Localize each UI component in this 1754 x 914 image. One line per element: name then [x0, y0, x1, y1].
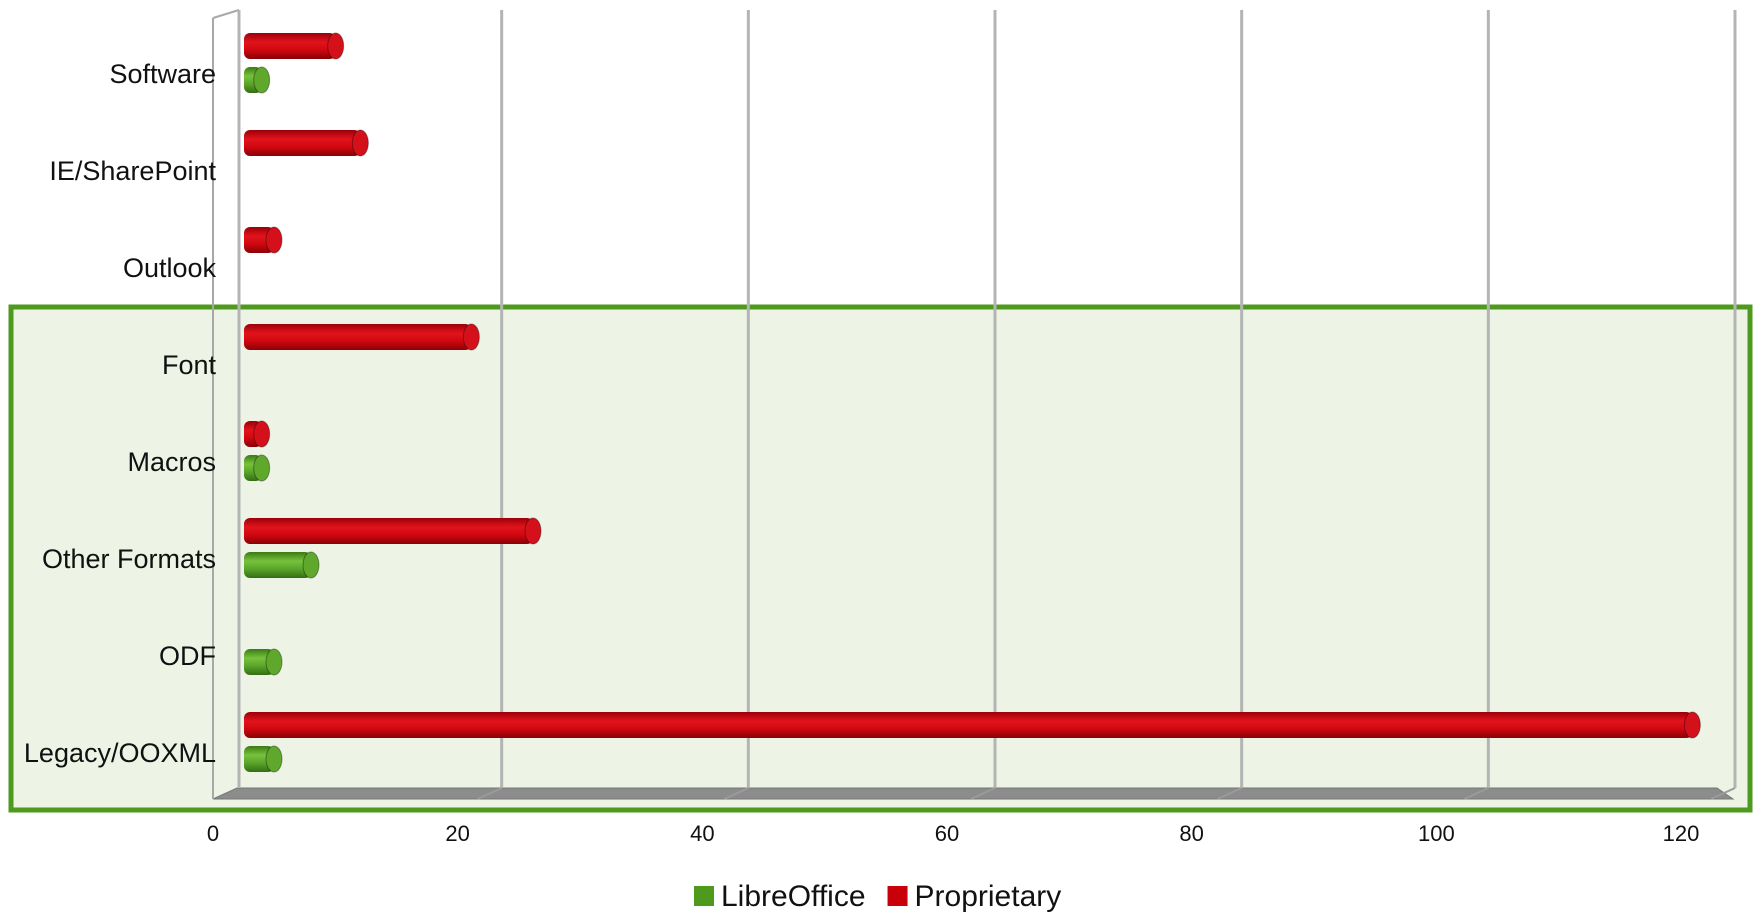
category-label: Other Formats: [42, 544, 216, 574]
bar-libreoffice-cap: [253, 454, 271, 482]
bar-libreoffice: [244, 746, 274, 772]
legend-swatch: [887, 886, 908, 906]
bar-proprietary-cap: [327, 32, 345, 60]
x-tick-label: 0: [207, 821, 219, 846]
bar-proprietary: [244, 712, 1693, 738]
bar-proprietary-cap: [462, 323, 480, 351]
bar-proprietary: [244, 324, 472, 350]
bar-proprietary-cap: [253, 420, 271, 448]
x-tick-label: 100: [1418, 821, 1455, 846]
bar-proprietary-cap: [351, 129, 369, 157]
x-tick-label: 80: [1179, 821, 1203, 846]
bar-libreoffice: [244, 649, 274, 675]
x-tick-label: 20: [445, 821, 469, 846]
x-tick-label: 120: [1663, 821, 1700, 846]
bar-proprietary: [244, 33, 336, 59]
category-label: Macros: [127, 447, 216, 477]
bar-proprietary: [244, 518, 533, 544]
chart-floor: [212, 787, 1735, 800]
bar-proprietary: [244, 227, 274, 253]
gridline-floor-segment: [970, 787, 996, 800]
bar-libreoffice-cap: [302, 551, 320, 579]
gridline-floor-segment: [723, 787, 749, 800]
bar-proprietary: [244, 130, 361, 156]
bar-libreoffice-cap: [265, 648, 283, 676]
gridline-floor-segment: [1463, 787, 1489, 800]
category-label: ODF: [159, 641, 216, 671]
category-label: Font: [162, 350, 217, 380]
category-label: Outlook: [123, 253, 217, 283]
bar-libreoffice-cap: [265, 745, 283, 773]
bar-proprietary-cap: [1683, 711, 1701, 739]
legend-label: LibreOffice: [721, 880, 866, 913]
category-label: IE/SharePoint: [49, 156, 216, 186]
bar-libreoffice-cap: [253, 66, 271, 94]
bar-proprietary-cap: [265, 226, 283, 254]
gridline-floor-segment: [1710, 787, 1736, 800]
bar-proprietary-cap: [524, 517, 542, 545]
bar-libreoffice: [244, 552, 311, 578]
gridline-floor-segment: [1217, 787, 1243, 800]
gridline-floor-segment: [477, 787, 503, 800]
x-tick-label: 60: [935, 821, 959, 846]
chart-left-wall-edge: [212, 9, 240, 19]
category-label: Legacy/OOXML: [24, 738, 216, 768]
legend-swatch: [694, 886, 714, 906]
x-tick-label: 40: [690, 821, 714, 846]
category-label: Software: [109, 59, 216, 89]
legend-label: Proprietary: [915, 880, 1062, 913]
